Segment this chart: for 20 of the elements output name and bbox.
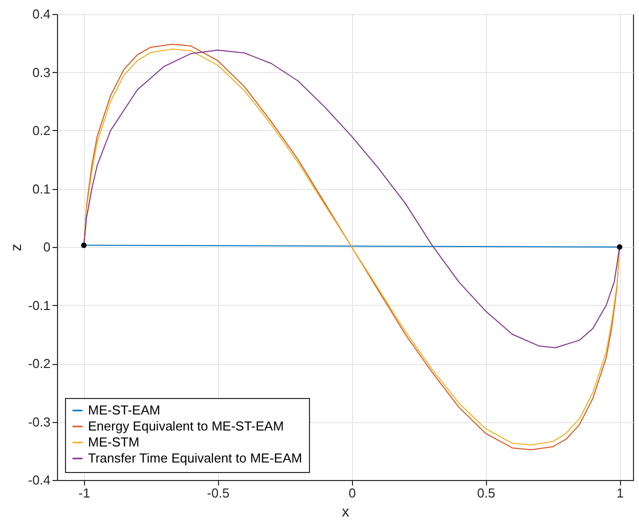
- y-tick-label: -0.3: [28, 414, 50, 430]
- y-axis-title: z: [8, 244, 26, 252]
- y-tick-label: 0.4: [32, 6, 50, 22]
- legend-label: ME-ST-EAM: [88, 402, 160, 418]
- x-tick-label: -1: [78, 486, 90, 500]
- y-tick-label: 0: [43, 240, 50, 254]
- x-tick-label: -0.5: [207, 486, 230, 500]
- legend-label: ME-STM: [88, 434, 140, 450]
- y-tick-label: -0.1: [28, 298, 50, 313]
- y-tick-label: -0.2: [28, 356, 50, 371]
- y-tick-label: 0.2: [32, 123, 50, 138]
- legend-label: Transfer Time Equivalent to ME-EAM: [88, 450, 302, 466]
- x-tick-label: 1: [616, 486, 624, 500]
- y-tick-label: -0.4: [28, 472, 50, 488]
- legend-label: Energy Equivalent to ME-ST-EAM: [88, 418, 284, 434]
- y-tick-label: 0.1: [32, 181, 50, 196]
- y-tick-label: 0.3: [32, 64, 50, 80]
- x-tick-label: 0.5: [477, 486, 496, 500]
- x-tick-label: 0: [348, 486, 356, 500]
- x-axis-title: x: [342, 504, 350, 520]
